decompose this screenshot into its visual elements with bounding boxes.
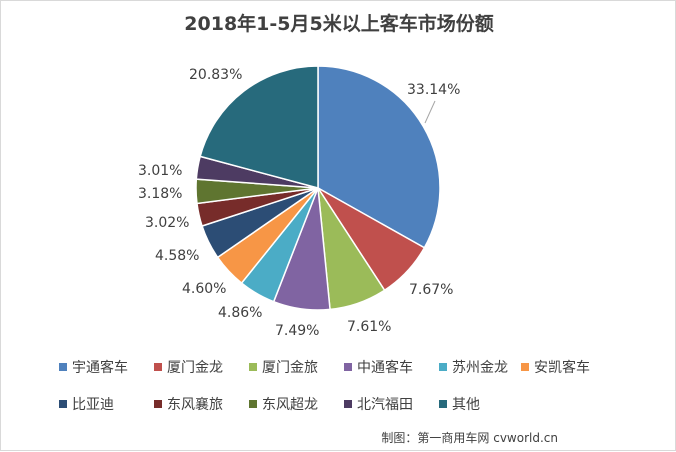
data-label: 7.67% [409,282,453,298]
legend-item: 比亚迪 [59,397,114,413]
data-label: 20.83% [189,67,242,83]
legend-item: 厦门金旅 [249,360,318,376]
data-label: 3.02% [145,215,189,231]
legend-swatch [344,400,352,408]
legend-label: 东风襄旅 [167,397,223,413]
legend-label: 其他 [452,397,480,413]
legend-swatch [59,400,67,408]
legend-swatch [154,400,162,408]
leader-line [424,100,436,124]
legend-item: 北汽福田 [344,397,413,413]
legend-swatch [439,363,447,371]
pie-slices [195,65,441,311]
legend-swatch [59,363,67,371]
credit-text: 制图：第一商用车网 cvworld.cn [381,430,558,445]
legend-swatch [521,363,529,371]
data-label: 3.01% [138,163,182,179]
legend-label: 北汽福田 [357,397,413,413]
legend-item: 中通客车 [344,359,413,376]
chart-title: 2018年1-5月5米以上客车市场份额 [184,12,493,35]
legend-swatch [249,400,257,408]
pie-slice [199,65,319,189]
legend-item: 苏州金龙 [439,360,508,376]
legend-label: 中通客车 [357,359,413,376]
data-labels: 33.14% 7.67% 7.61% 7.49% 4.86% 4.60% 4.58% 3.02… [138,67,460,339]
legend-label: 苏州金龙 [452,360,508,376]
data-label: 4.60% [182,281,226,297]
legend-item: 厦门金龙 [154,360,223,376]
legend-label: 东风超龙 [262,397,318,413]
data-label: 7.49% [275,323,319,339]
leader-lines [424,100,436,124]
legend-label: 比亚迪 [72,397,114,413]
legend-label: 安凯客车 [534,359,590,376]
legend-swatch [249,363,257,371]
data-label: 33.14% [407,82,460,98]
legend-label: 宇通客车 [72,359,128,376]
data-label: 4.58% [155,248,199,264]
legend-item: 宇通客车 [59,359,128,376]
pie-slice [317,65,441,249]
data-label: 4.86% [218,305,262,321]
legend-item: 安凯客车 [521,359,590,376]
legend-swatch [439,400,447,408]
legend-label: 厦门金龙 [167,360,223,376]
legend-swatch [344,363,352,371]
legend-item: 东风襄旅 [154,397,223,413]
legend-swatch [154,363,162,371]
data-label: 3.18% [138,186,182,202]
legend-item: 东风超龙 [249,397,318,413]
data-label: 7.61% [347,319,391,335]
legend-label: 厦门金旅 [262,360,318,376]
legend-item: 其他 [439,397,480,413]
